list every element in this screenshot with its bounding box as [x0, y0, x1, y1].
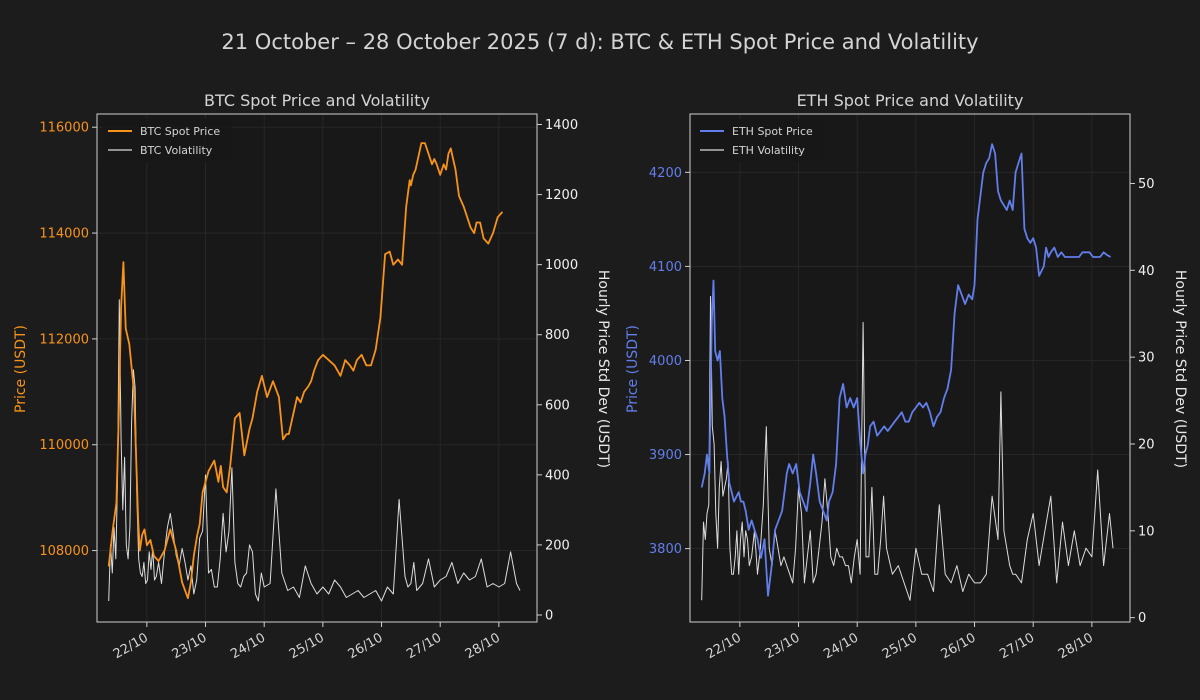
- btc-y2-tick-label: 1400: [545, 118, 578, 133]
- btc-chart-title: BTC Spot Price and Volatility: [204, 91, 430, 110]
- eth-axes-frame: [689, 113, 1131, 623]
- eth-y2-axis-label: Hourly Price Std Dev (USDT): [1172, 270, 1188, 468]
- eth-y-axis-label: Price (USDT): [625, 325, 641, 413]
- btc-y-tick-label: 112000: [39, 332, 89, 347]
- eth-x-tick-label: 26/10: [939, 630, 979, 662]
- eth-chart-title: ETH Spot Price and Volatility: [797, 91, 1024, 110]
- btc-y-tick-label: 116000: [39, 121, 89, 136]
- eth-y-tick-label: 4000: [649, 354, 682, 369]
- btc-price-line: [107, 142, 504, 600]
- btc-y2-tick-label: 1200: [545, 188, 578, 203]
- btc-y-tick-label: 114000: [39, 227, 89, 242]
- btc-legend-price-label: BTC Spot Price: [140, 125, 220, 138]
- btc-legend-volatility-label: BTC Volatility: [140, 144, 213, 157]
- eth-legend-price-label: ETH Spot Price: [732, 125, 813, 138]
- eth-y2-tick-label: 0: [1138, 611, 1146, 626]
- btc-y-tick-label: 110000: [39, 438, 89, 453]
- eth-y2-tick-label: 30: [1138, 351, 1155, 366]
- eth-price-line: [700, 143, 1112, 597]
- figure-title: 21 October – 28 October 2025 (7 d): BTC …: [221, 30, 979, 54]
- eth-volatility-line: [701, 295, 1114, 601]
- eth-y2-tick-label: 10: [1138, 524, 1155, 539]
- btc-y2-tick-label: 800: [545, 328, 570, 343]
- eth-x-tick-label: 22/10: [704, 630, 744, 662]
- eth-y2-tick-label: 20: [1138, 437, 1155, 452]
- btc-y2-tick-label: 0: [545, 608, 553, 623]
- btc-y2-tick-label: 200: [545, 538, 570, 553]
- btc-y-tick-label: 108000: [39, 544, 89, 559]
- eth-x-tick-label: 25/10: [880, 630, 920, 662]
- eth-y-tick-label: 4200: [649, 166, 682, 181]
- eth-y-tick-label: 4100: [649, 260, 682, 275]
- btc-y2-tick-label: 600: [545, 398, 570, 413]
- btc-axes-frame: [96, 113, 538, 623]
- eth-y-tick-label: 3900: [649, 448, 682, 463]
- eth-legend: ETH Spot Price ETH Volatility: [694, 119, 824, 163]
- eth-plot-area: [690, 114, 1130, 622]
- eth-legend-volatility-label: ETH Volatility: [732, 144, 805, 157]
- btc-y2-axis-label: Hourly Price Std Dev (USDT): [595, 270, 611, 468]
- eth-x-tick-label: 24/10: [821, 630, 861, 662]
- eth-y2-tick-label: 40: [1138, 264, 1155, 279]
- eth-x-tick-label: 23/10: [763, 630, 803, 662]
- btc-legend: BTC Spot Price BTC Volatility: [102, 119, 232, 163]
- btc-plot-area: [97, 114, 537, 622]
- btc-y-axis-label: Price (USDT): [13, 325, 29, 413]
- eth-y2-tick-label: 50: [1138, 177, 1155, 192]
- eth-x-tick-label: 28/10: [1056, 630, 1096, 662]
- btc-y2-tick-label: 400: [545, 468, 570, 483]
- btc-volatility-line: [108, 299, 521, 602]
- eth-y-tick-label: 3800: [649, 542, 682, 557]
- eth-x-tick-label: 27/10: [997, 630, 1037, 662]
- btc-y2-tick-label: 1000: [545, 258, 578, 273]
